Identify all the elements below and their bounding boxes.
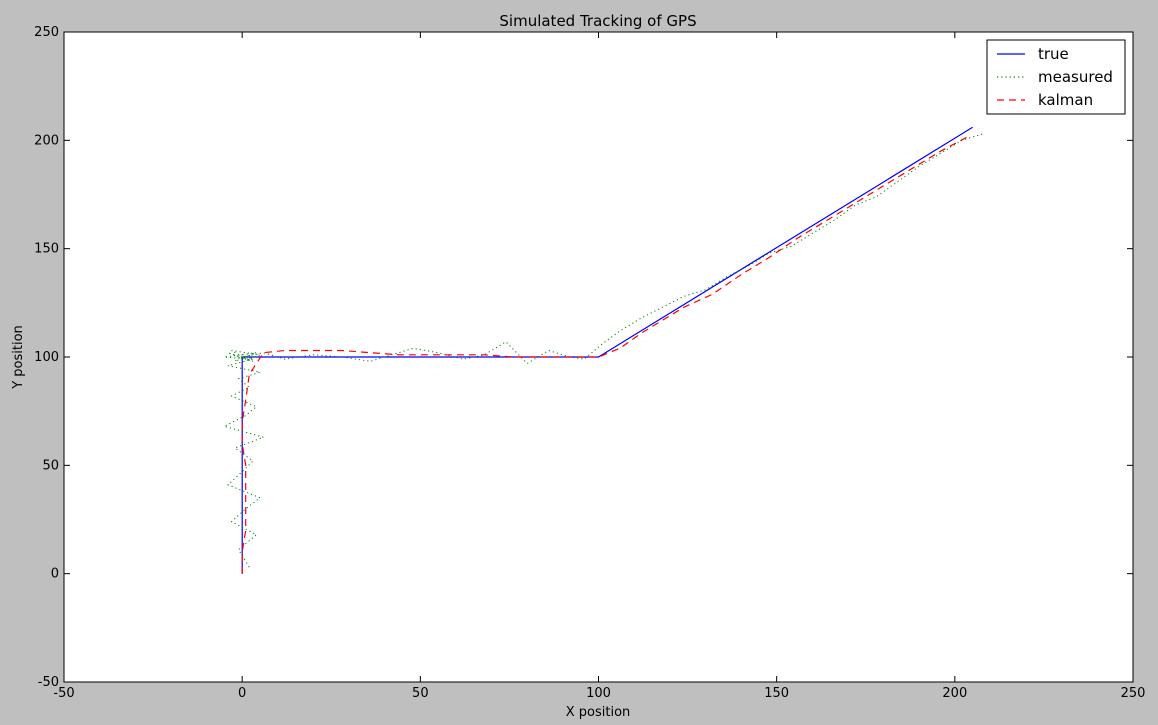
- y-tick-label: 0: [51, 567, 59, 582]
- y-tick-label: 200: [34, 133, 59, 148]
- x-tick-label: 200: [942, 686, 967, 701]
- x-axis-label: X position: [566, 705, 631, 720]
- legend-label: measured: [1038, 68, 1113, 86]
- series-line-true: [241, 126, 973, 574]
- y-tick-label: -50: [38, 675, 59, 690]
- x-tick-label: 100: [586, 686, 611, 701]
- y-tick-label: 100: [34, 350, 59, 365]
- x-tick-label: 150: [764, 686, 789, 701]
- chart-title: Simulated Tracking of GPS: [499, 12, 696, 30]
- y-tick-label: 250: [34, 25, 59, 40]
- x-tick-label: -50: [53, 686, 74, 701]
- x-tick-label: 50: [412, 686, 429, 701]
- legend: true measured kalman: [986, 39, 1126, 115]
- y-axis-label: Y position: [11, 325, 26, 390]
- axis-ticks: -50 0 50 100 150 200 250 -50 0 50 100 150 200 250: [34, 25, 1145, 701]
- series-layer: [222, 126, 984, 574]
- y-tick-label: 50: [42, 458, 59, 473]
- legend-label: true: [1038, 45, 1069, 63]
- legend-label: kalman: [1038, 91, 1093, 109]
- y-tick-label: 150: [34, 242, 59, 257]
- series-line-kalman: [241, 135, 970, 574]
- x-tick-label: 0: [238, 686, 246, 701]
- series-line-measured: [222, 133, 984, 568]
- x-tick-label: 250: [1121, 686, 1146, 701]
